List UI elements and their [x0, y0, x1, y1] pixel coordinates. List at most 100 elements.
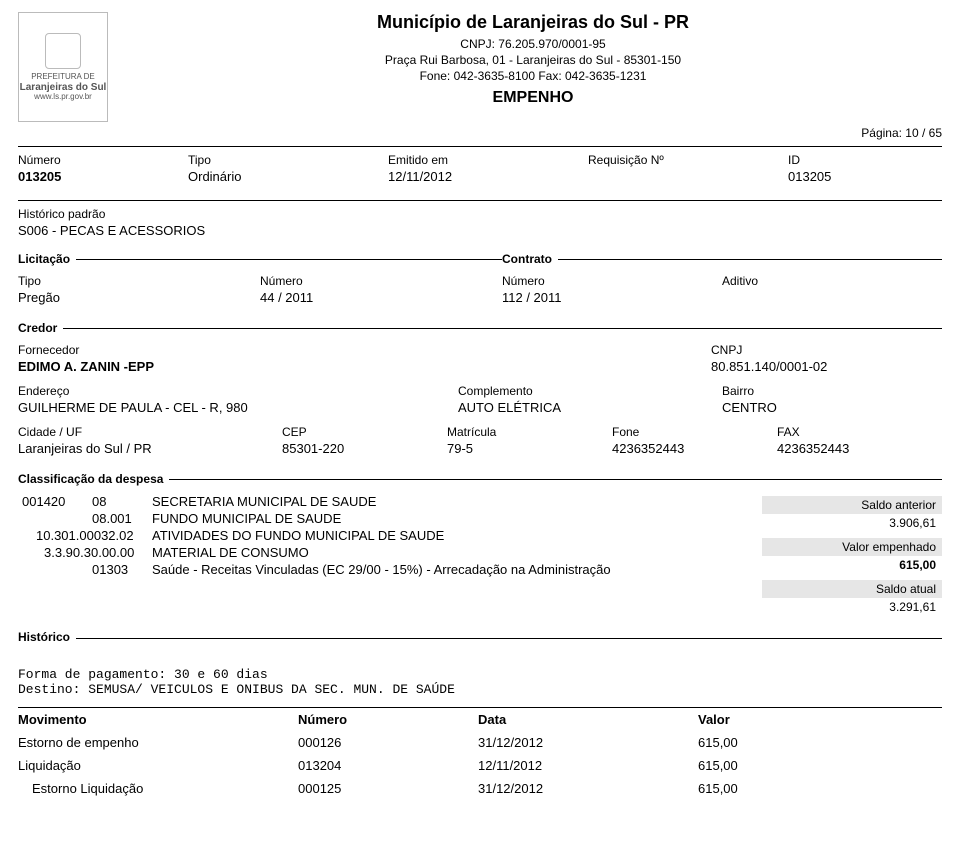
classif-code: 3.3.90.30.00.00 — [22, 545, 152, 560]
mov-data: 31/12/2012 — [478, 735, 698, 750]
value-historico-padrao: S006 - PECAS E ACESSORIOS — [18, 223, 942, 238]
value-saldo-atual: 3.291,61 — [762, 598, 942, 620]
label-bairro: Bairro — [722, 384, 942, 398]
historico-padrao-row: Histórico padrão S006 - PECAS E ACESSORI… — [18, 200, 942, 248]
document-header: PREFEITURA DE Laranjeiras do Sul www.ls.… — [18, 12, 942, 122]
mov-num: 000125 — [298, 781, 478, 796]
header-cnpj: CNPJ: 76.205.970/0001-95 — [124, 37, 942, 51]
label-tipo: Tipo — [188, 153, 388, 167]
logo-text-top: PREFEITURA DE — [31, 73, 95, 82]
classif-line: 10.301.00032.02 ATIVIDADES DO FUNDO MUNI… — [22, 528, 762, 543]
value-bairro: CENTRO — [722, 400, 942, 415]
ident-row: Número 013205 Tipo Ordinário Emitido em … — [18, 146, 942, 194]
label-numero: Número — [18, 153, 188, 167]
classificacao-legend: Classificação da despesa — [18, 472, 169, 486]
label-complemento: Complemento — [458, 384, 722, 398]
classif-text: ATIVIDADES DO FUNDO MUNICIPAL DE SAUDE — [152, 528, 762, 543]
classif-code — [22, 511, 92, 526]
saldo-box: Saldo anterior 3.906,61 Valor empenhado … — [762, 494, 942, 620]
licitacao-legend: Licitação — [18, 252, 76, 266]
movimento-row: Estorno de empenho00012631/12/2012615,00 — [18, 731, 942, 754]
header-center: Município de Laranjeiras do Sul - PR CNP… — [124, 12, 942, 107]
label-fax: FAX — [777, 425, 942, 439]
page-number: Página: 10 / 65 — [18, 126, 942, 140]
value-tipo: Ordinário — [188, 169, 388, 184]
label-lic-numero: Número — [260, 274, 502, 288]
value-lic-numero: 44 / 2011 — [260, 290, 502, 305]
classif-code: 10.301.00032.02 — [22, 528, 152, 543]
mov-data: 31/12/2012 — [478, 781, 698, 796]
value-cidade: Laranjeiras do Sul / PR — [18, 441, 282, 456]
label-valor-empenhado: Valor empenhado — [762, 538, 942, 556]
label-credor-cnpj: CNPJ — [711, 343, 942, 357]
document-type-title: EMPENHO — [124, 89, 942, 107]
classificacao-fieldset: Classificação da despesa Saldo anterior … — [18, 472, 942, 632]
label-id: ID — [788, 153, 942, 167]
value-matricula: 79-5 — [447, 441, 612, 456]
label-historico-padrao: Histórico padrão — [18, 207, 942, 221]
destino: Destino: SEMUSA/ VEICULOS E ONIBUS DA SE… — [18, 682, 942, 697]
historico-section: Histórico — [18, 638, 942, 657]
header-mov-data: Data — [478, 712, 698, 727]
header-phone-fax: Fone: 042-3635-8100 Fax: 042-3635-1231 — [124, 69, 942, 83]
label-requisicao: Requisição Nº — [588, 153, 788, 167]
classif-line: 3.3.90.30.00.00 MATERIAL DE CONSUMO — [22, 545, 762, 560]
value-emitido: 12/11/2012 — [388, 169, 588, 184]
forma-pagamento: Forma de pagamento: 30 e 60 dias — [18, 667, 942, 682]
label-fone: Fone — [612, 425, 777, 439]
classif-code2: 01303 — [22, 562, 152, 577]
classif-text: SECRETARIA MUNICIPAL DE SAUDE — [152, 494, 762, 509]
classif-text: FUNDO MUNICIPAL DE SAUDE — [152, 511, 762, 526]
classif-code: 001420 — [22, 494, 92, 509]
classif-text: Saúde - Receitas Vinculadas (EC 29/00 - … — [152, 562, 762, 577]
credor-fieldset: Credor Fornecedor EDIMO A. ZANIN -EPP CN… — [18, 321, 942, 468]
label-contrato-numero: Número — [502, 274, 722, 288]
label-saldo-anterior: Saldo anterior — [762, 496, 942, 514]
credor-legend: Credor — [18, 321, 63, 335]
label-saldo-atual: Saldo atual — [762, 580, 942, 598]
mov-desc: Liquidação — [18, 758, 298, 773]
municipality-logo: PREFEITURA DE Laranjeiras do Sul www.ls.… — [18, 12, 108, 122]
value-fornecedor: EDIMO A. ZANIN -EPP — [18, 359, 711, 374]
classif-code2: 08.001 — [92, 511, 152, 526]
value-numero: 013205 — [18, 169, 188, 184]
classif-line: 08.001 FUNDO MUNICIPAL DE SAUDE — [22, 511, 762, 526]
movimento-row: Liquidação01320412/11/2012615,00 — [18, 754, 942, 777]
movimento-row: Estorno Liquidação00012531/12/2012615,00 — [18, 777, 942, 800]
label-cep: CEP — [282, 425, 447, 439]
mov-num: 013204 — [298, 758, 478, 773]
value-lic-tipo: Pregão — [18, 290, 260, 305]
value-endereco: GUILHERME DE PAULA - CEL - R, 980 — [18, 400, 458, 415]
label-fornecedor: Fornecedor — [18, 343, 711, 357]
mov-data: 12/11/2012 — [478, 758, 698, 773]
header-mov-valor: Valor — [698, 712, 942, 727]
value-complemento: AUTO ELÉTRICA — [458, 400, 722, 415]
contrato-legend: Contrato — [502, 252, 558, 266]
header-mov-numero: Número — [298, 712, 478, 727]
classif-line: 001420 08 SECRETARIA MUNICIPAL DE SAUDE — [22, 494, 762, 509]
classif-code2: 08 — [92, 494, 152, 509]
mov-valor: 615,00 — [698, 781, 942, 796]
mov-desc: Estorno de empenho — [18, 735, 298, 750]
value-valor-empenhado: 615,00 — [762, 556, 942, 578]
seal-icon — [45, 33, 81, 69]
value-cep: 85301-220 — [282, 441, 447, 456]
value-contrato-numero: 112 / 2011 — [502, 290, 722, 305]
label-lic-tipo: Tipo — [18, 274, 260, 288]
label-matricula: Matrícula — [447, 425, 612, 439]
mov-desc: Estorno Liquidação — [18, 781, 298, 796]
value-id: 013205 — [788, 169, 942, 184]
municipality-title: Município de Laranjeiras do Sul - PR — [124, 12, 942, 33]
logo-text-main: Laranjeiras do Sul — [20, 82, 107, 93]
value-fone: 4236352443 — [612, 441, 777, 456]
historico-legend: Histórico — [18, 630, 76, 644]
mov-num: 000126 — [298, 735, 478, 750]
contrato-fieldset: Contrato Número 112 / 2011 Aditivo — [502, 252, 942, 317]
header-address: Praça Rui Barbosa, 01 - Laranjeiras do S… — [124, 53, 942, 67]
label-cidade: Cidade / UF — [18, 425, 282, 439]
label-emitido: Emitido em — [388, 153, 588, 167]
label-endereco: Endereço — [18, 384, 458, 398]
logo-url: www.ls.pr.gov.br — [34, 93, 92, 102]
movimentos-header: Movimento Número Data Valor — [18, 707, 942, 731]
mov-valor: 615,00 — [698, 735, 942, 750]
